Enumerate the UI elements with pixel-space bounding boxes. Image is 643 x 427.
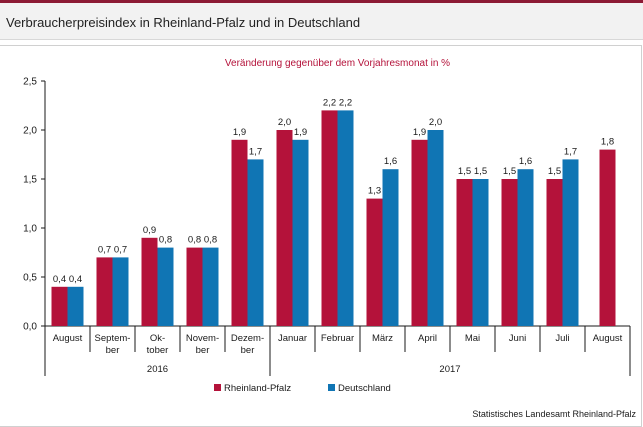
data-label: 2,2 — [323, 97, 336, 108]
x-category-label: Juli — [555, 333, 569, 344]
data-label: 1,6 — [384, 156, 397, 167]
data-label: 0,9 — [143, 225, 156, 236]
bar-deutschland — [517, 169, 534, 326]
bar-rheinland-pfalz — [411, 139, 428, 326]
bar-deutschland — [247, 159, 264, 326]
data-label: 1,9 — [233, 127, 246, 138]
chart-area — [0, 45, 642, 427]
x-category-label: Juni — [509, 333, 526, 344]
bar-deutschland — [427, 130, 444, 326]
data-label: 0,7 — [114, 244, 127, 255]
bar-deutschland — [472, 179, 489, 326]
bar-deutschland — [337, 110, 354, 327]
data-label: 2,0 — [278, 117, 291, 128]
year-label: 2017 — [439, 364, 460, 375]
bar-deutschland — [202, 247, 219, 326]
bar-deutschland — [112, 257, 129, 326]
x-category-label: August — [53, 333, 83, 344]
source-note: Statistisches Landesamt Rheinland-Pfalz — [472, 409, 636, 419]
data-label: 0,8 — [159, 235, 172, 246]
x-category-label: Ok-tober — [147, 333, 169, 356]
chart-header: Verbraucherpreisindex in Rheinland-Pfalz… — [0, 3, 643, 40]
data-label: 1,5 — [503, 166, 516, 177]
data-label: 2,2 — [339, 97, 352, 108]
bar-deutschland — [157, 247, 174, 326]
year-label: 2016 — [147, 364, 168, 375]
bar-rheinland-pfalz — [456, 179, 473, 326]
y-tick-label: 1,5 — [23, 175, 37, 186]
y-tick-label: 0,0 — [23, 322, 37, 333]
data-label: 0,4 — [69, 274, 82, 285]
data-label: 1,7 — [564, 146, 577, 157]
data-label: 0,8 — [188, 235, 201, 246]
bar-deutschland — [562, 159, 579, 326]
bar-deutschland — [67, 286, 84, 326]
bar-rheinland-pfalz — [141, 237, 158, 326]
data-label: 0,8 — [204, 235, 217, 246]
bar-rheinland-pfalz — [51, 286, 68, 326]
bar-rheinland-pfalz — [231, 139, 248, 326]
page-title: Verbraucherpreisindex in Rheinland-Pfalz… — [6, 15, 361, 30]
legend-label: Rheinland-Pfalz — [224, 383, 291, 394]
data-label: 1,7 — [249, 146, 262, 157]
data-label: 1,3 — [368, 186, 381, 197]
legend-swatch-rheinland-pfalz — [214, 384, 221, 391]
x-category-label: Mai — [465, 333, 480, 344]
y-tick-label: 2,5 — [23, 77, 37, 88]
data-label: 2,0 — [429, 117, 442, 128]
legend-label: Deutschland — [338, 383, 391, 394]
bar-rheinland-pfalz — [96, 257, 113, 326]
bar-rheinland-pfalz — [599, 149, 616, 326]
x-category-label: März — [372, 333, 393, 344]
x-category-label: Februar — [321, 333, 354, 344]
brand-top-bar — [0, 0, 643, 3]
bar-rheinland-pfalz — [501, 179, 518, 326]
y-tick-label: 0,5 — [23, 273, 37, 284]
bar-rheinland-pfalz — [546, 179, 563, 326]
bar-rheinland-pfalz — [366, 198, 383, 326]
bar-rheinland-pfalz — [276, 130, 293, 326]
x-category-label: Dezem-ber — [231, 333, 264, 356]
bar-deutschland — [382, 169, 399, 326]
chart-subtitle: Veränderung gegenüber dem Vorjahresmonat… — [225, 58, 450, 69]
data-label: 1,6 — [519, 156, 532, 167]
x-category-label: Septem-ber — [95, 333, 131, 356]
data-label: 1,9 — [413, 127, 426, 138]
y-tick-label: 2,0 — [23, 126, 37, 137]
x-category-label: Januar — [278, 333, 307, 344]
bar-deutschland — [292, 139, 309, 326]
bar-rheinland-pfalz — [186, 247, 203, 326]
x-category-label: Novem-ber — [186, 333, 219, 356]
x-category-label: August — [593, 333, 623, 344]
data-label: 1,5 — [474, 166, 487, 177]
data-label: 0,4 — [53, 274, 66, 285]
y-tick-label: 1,0 — [23, 224, 37, 235]
data-label: 0,7 — [98, 244, 111, 255]
data-label: 1,9 — [294, 127, 307, 138]
data-label: 1,5 — [458, 166, 471, 177]
x-category-label: April — [418, 333, 437, 344]
bar-rheinland-pfalz — [321, 110, 338, 327]
data-label: 1,5 — [548, 166, 561, 177]
data-label: 1,8 — [601, 137, 614, 148]
legend-swatch-deutschland — [328, 384, 335, 391]
